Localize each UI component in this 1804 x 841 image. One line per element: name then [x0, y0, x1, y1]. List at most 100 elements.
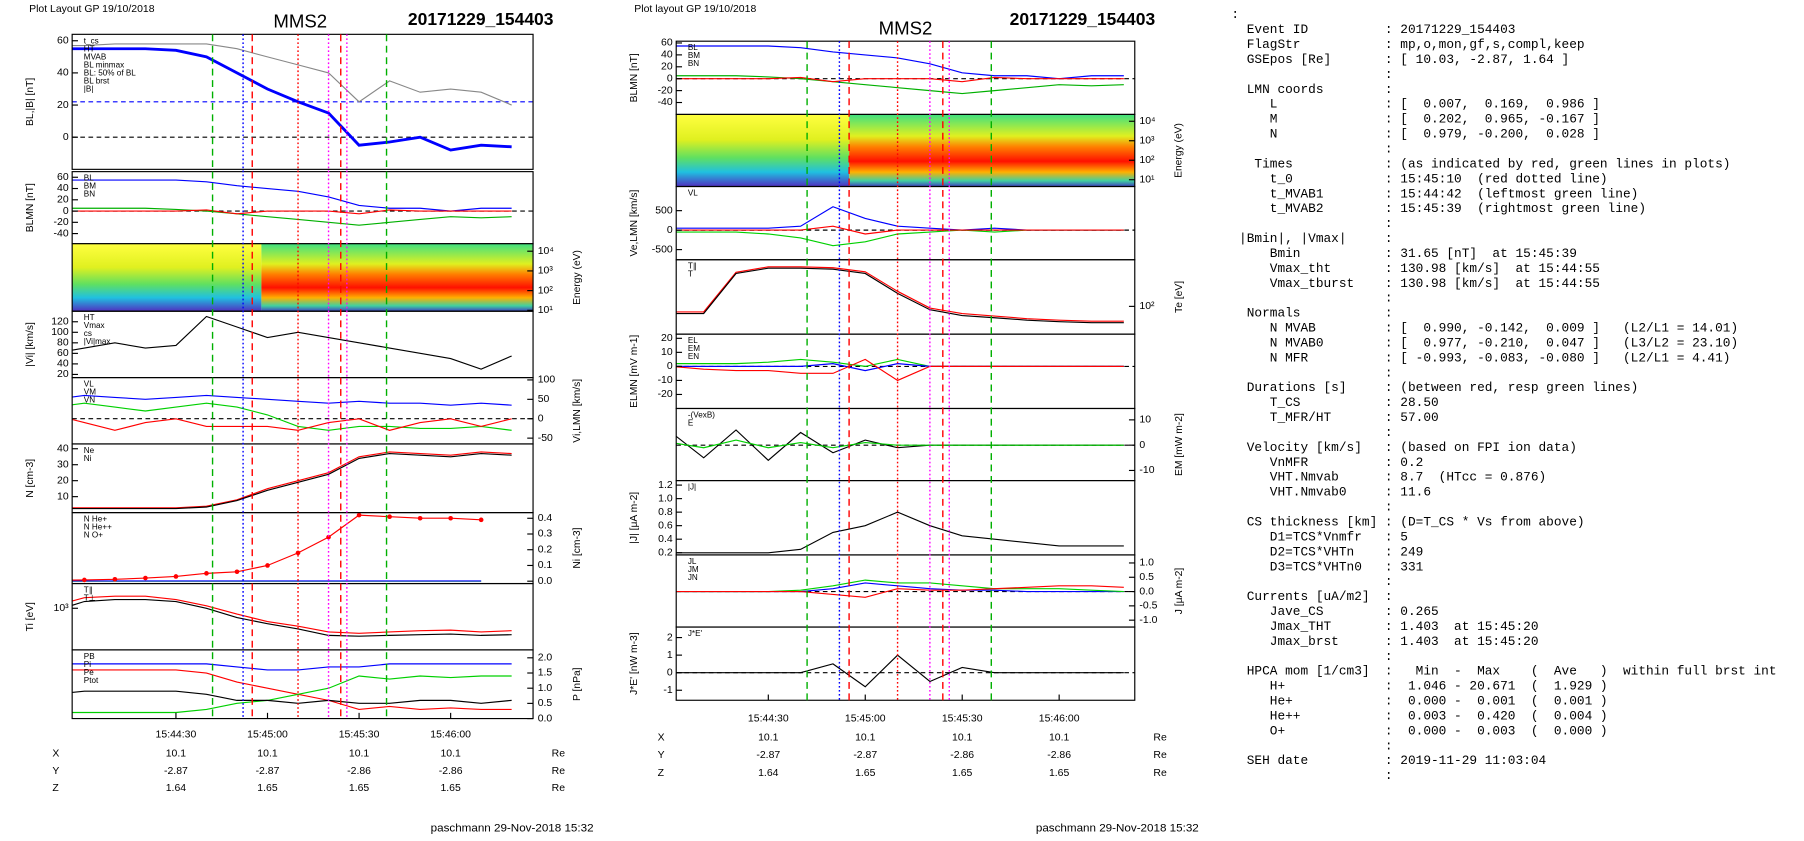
panel-plot: [72, 595, 512, 637]
panel-plot: [676, 654, 1135, 688]
y-tick-label: 10¹: [1139, 175, 1155, 186]
series-line: [72, 675, 512, 714]
y-tick-label: 60: [57, 36, 69, 47]
info-line: N MFR : [ -0.993, -0.083, -0.080 ] (L2/L…: [1231, 350, 1730, 365]
ephemeris-value: 1.65: [349, 783, 370, 794]
y-tick-label: 20: [661, 62, 673, 73]
y-tick-label: 0.5: [538, 698, 553, 709]
series-line: [72, 394, 512, 406]
legend-entry: HT: [84, 313, 95, 322]
x-tick-label: 15:45:00: [247, 729, 288, 740]
series-line: [676, 582, 1124, 593]
series-point: [326, 534, 331, 540]
ephemeris-value: 1.65: [855, 768, 876, 779]
ephemeris-label: Y: [658, 750, 665, 761]
x-tick-label: 15:46:00: [1039, 713, 1080, 724]
legend-entry: cs: [84, 329, 92, 338]
panel: N He+N He++N O+ 0.0 0.1 0.2 0.3 0.4 Ni [cm-3]: [52, 512, 583, 587]
info-line: t_MVAB2 : 15:45:39 (rightmost green line…: [1231, 201, 1646, 216]
y-axis-label: BLMN [nT]: [629, 53, 640, 102]
y-axis-label: P [nPa]: [572, 667, 583, 701]
panel-plot: [52, 512, 484, 583]
series-point: [356, 512, 362, 518]
y-tick-label: -500: [652, 244, 673, 255]
info-line: Times : (as indicated by red, green line…: [1231, 157, 1730, 172]
legend-entry: VN: [84, 396, 95, 405]
series-line: [676, 358, 1124, 367]
info-line: M : [ 0.202, 0.965, -0.167 ]: [1231, 112, 1600, 127]
info-line: SEH date : 2019-11-29 11:03:04: [1231, 753, 1546, 768]
footer: paschmann 29-Nov-2018 15:32: [1036, 823, 1199, 835]
panel-plot: [72, 394, 534, 431]
panel-plot: [676, 266, 1124, 324]
ephemeris-unit: Re: [1153, 733, 1167, 744]
ephemeris-unit: Re: [552, 783, 566, 794]
ephemeris-unit: Re: [1153, 750, 1167, 761]
info-line: :: [1231, 67, 1392, 82]
y-axis-label: |Vi| [km/s]: [25, 322, 36, 367]
y-tick-label: -40: [54, 228, 69, 239]
y-tick-label: 20: [57, 100, 69, 111]
y-tick-label: 2: [667, 632, 673, 643]
y-tick-label: 0: [1139, 440, 1145, 451]
ephemeris-value: -2.87: [164, 766, 188, 777]
legend-entry: JN: [688, 573, 698, 582]
panel-plot: [676, 511, 1124, 554]
legend-entry: EN: [688, 352, 699, 361]
info-line: T_MFR/HT : 57.00: [1231, 410, 1438, 425]
panel-plot: [72, 315, 512, 370]
legend-entry: Ni: [84, 454, 92, 463]
series-point: [295, 550, 301, 556]
y-tick-label: 100: [51, 327, 69, 338]
y-tick-label: 10²: [1139, 301, 1155, 312]
panel-plot: [676, 579, 1135, 598]
info-line: :: [1231, 291, 1392, 306]
spectrogram-quiet: [72, 243, 262, 312]
legend-entry: N O+: [84, 531, 103, 540]
panel-frame: [675, 407, 1136, 482]
legend-entry: N He++: [84, 523, 112, 532]
ephemeris-label: X: [52, 749, 59, 760]
ephemeris-unit: Re: [1153, 768, 1167, 779]
ephemeris-value: 10.1: [952, 733, 973, 744]
panel-plot: [72, 451, 512, 510]
panel-plot: [72, 43, 534, 152]
info-line: :: [1231, 500, 1392, 515]
y-tick-label: 120: [51, 317, 69, 328]
info-line: :: [1231, 7, 1239, 22]
panel: VL -500 0 500 Ve,LMN [km/s]: [629, 185, 1136, 261]
series-line: [72, 47, 512, 152]
info-line: N : [ 0.979, -0.200, 0.028 ]: [1231, 127, 1600, 142]
y-tick-label: 10: [57, 491, 69, 502]
series-point: [52, 578, 57, 583]
series-line: [72, 418, 512, 431]
panel-plot: [676, 206, 1135, 247]
y-tick-label: -10: [1139, 465, 1154, 476]
y-tick-label: 0.0: [538, 713, 553, 724]
y-tick-label: 0.5: [1139, 572, 1154, 583]
ephemeris-label: X: [658, 733, 665, 744]
y-tick-label: 2.0: [538, 653, 553, 664]
info-line: T_CS : 28.50: [1231, 395, 1438, 410]
info-line: t_MVAB1 : 15:44:42 (leftmost green line): [1231, 186, 1638, 201]
legend-entry: EL: [688, 336, 698, 345]
y-tick-label: 0.6: [658, 520, 673, 531]
info-line: Vmax_tburst : 130.98 [km/s] at 15:44:55: [1231, 276, 1600, 291]
y-tick-label: -1.0: [1139, 615, 1157, 626]
legend-entry: BN: [688, 59, 699, 68]
series-point: [173, 574, 179, 579]
y-tick-label: 40: [57, 68, 69, 79]
series-line: [676, 266, 1124, 322]
series-point: [143, 575, 148, 581]
panel: -(VexB)E -10 0 10 EM [mW m-2]: [675, 407, 1185, 482]
legend-entry: Ne: [84, 446, 95, 455]
legend-entry: HT: [84, 44, 95, 53]
y-tick-label: 40: [57, 359, 69, 370]
x-tick-label: 15:45:30: [339, 729, 380, 740]
series-line: [72, 402, 512, 431]
